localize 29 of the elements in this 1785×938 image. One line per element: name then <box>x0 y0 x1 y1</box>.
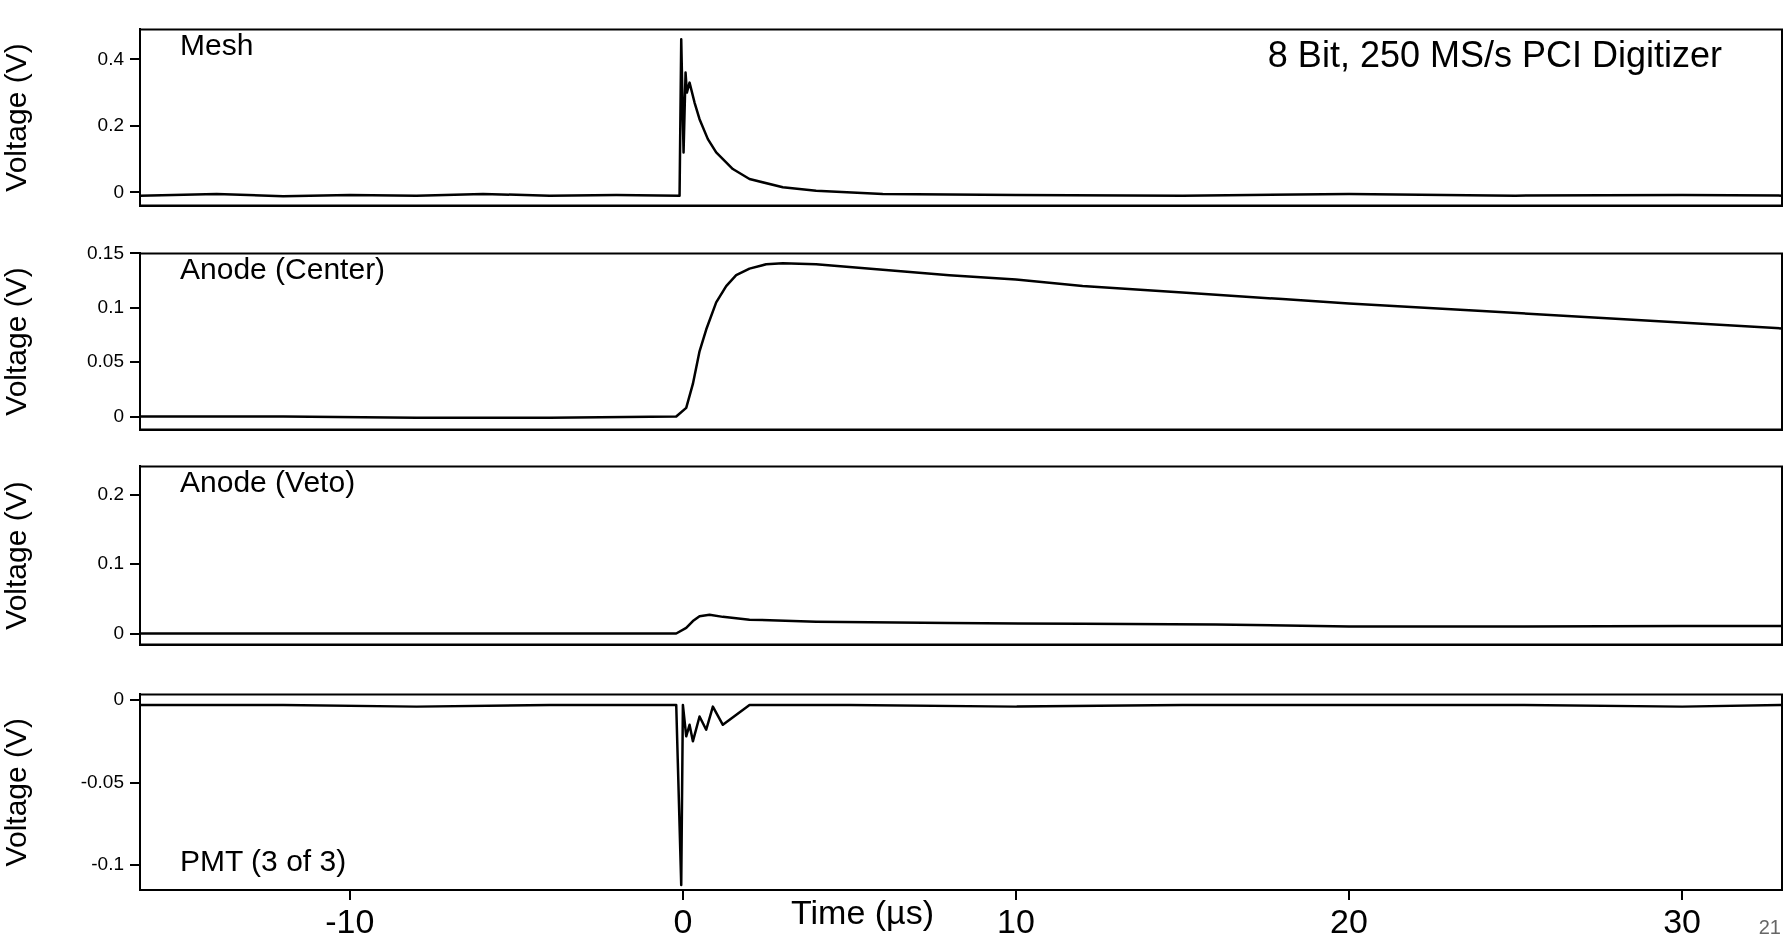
y-tick-label: -0.1 <box>91 853 124 875</box>
y-axis-title: Voltage (V) <box>0 43 33 192</box>
x-tick-label: 20 <box>1330 901 1368 938</box>
y-tick-label: 0.15 <box>87 241 124 263</box>
y-tick-label: 0 <box>113 621 124 643</box>
y-tick-label: 0.1 <box>97 296 124 318</box>
text: PMT (3 of 3) <box>180 844 347 878</box>
y-tick-label: 0 <box>113 688 124 710</box>
chart-title: Mesh <box>180 27 254 61</box>
y-tick-label: 0.2 <box>97 114 124 136</box>
y-tick-label: 0.2 <box>97 483 124 505</box>
y-tick-label: 0 <box>113 180 124 202</box>
x-tick-label: -10 <box>325 901 375 938</box>
y-axis-title: Voltage (V) <box>0 267 33 416</box>
y-tick-label: 0.4 <box>97 47 125 69</box>
y-tick-label: 0.1 <box>97 552 124 574</box>
y-tick-label: 0 <box>113 404 124 426</box>
x-tick-label: 0 <box>673 901 693 938</box>
y-axis-title: Voltage (V) <box>0 717 33 867</box>
chart-title: Anode (Veto) <box>180 464 356 498</box>
text: 21 <box>1758 915 1781 938</box>
chart-title: Anode (Center) <box>180 251 386 285</box>
y-tick-label: 0.05 <box>87 350 124 372</box>
y-tick-label: -0.05 <box>80 770 124 792</box>
x-tick-label: 10 <box>997 901 1035 938</box>
annotation: 8 Bit, 250 MS/s PCI Digitizer <box>1267 34 1722 76</box>
x-tick-label: 30 <box>1663 901 1701 938</box>
y-axis-title: Voltage (V) <box>0 481 33 630</box>
x-axis-title: Time (µs) <box>790 893 934 932</box>
